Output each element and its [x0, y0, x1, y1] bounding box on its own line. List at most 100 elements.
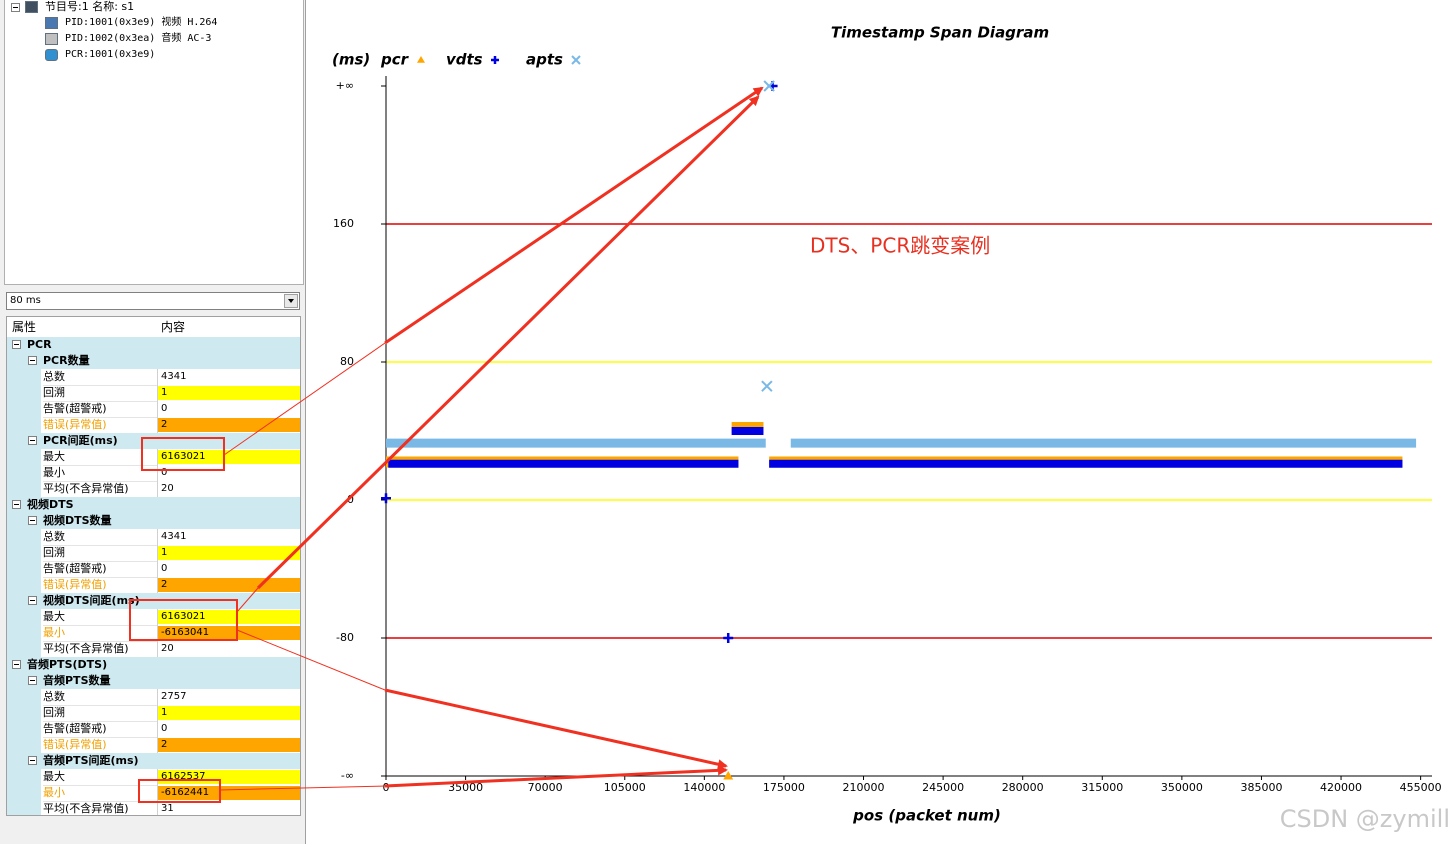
grid-row[interactable]: 总数 4341 [7, 529, 300, 546]
y-tick-label: +∞ [336, 79, 354, 92]
row-value: 0 [158, 722, 300, 736]
tree-toggle[interactable] [11, 3, 20, 12]
grid-row[interactable]: 最小 -6162441 [7, 785, 300, 802]
row-indent [7, 721, 41, 737]
row-value: 0 [158, 402, 300, 416]
group-toggle[interactable] [28, 756, 37, 765]
grid-row[interactable]: 最小 -6163041 [7, 625, 300, 642]
grid-row[interactable]: PCR [7, 337, 300, 353]
grid-row[interactable]: 回溯 1 [7, 705, 300, 722]
interval-dropdown[interactable]: 80 ms [6, 292, 300, 310]
row-label: 最大 [43, 769, 157, 786]
row-indent [7, 561, 41, 577]
grid-row[interactable]: 回溯 1 [7, 385, 300, 402]
row-value: 0 [158, 562, 300, 576]
grid-row[interactable]: 错误(异常值) 2 [7, 737, 300, 754]
group-label: 音频PTS(DTS) [27, 658, 108, 671]
group-toggle[interactable] [28, 516, 37, 525]
row-divider [157, 785, 158, 801]
row-indent [7, 481, 41, 497]
y-tick-label: 80 [340, 355, 354, 368]
tree-icon [45, 33, 58, 45]
tree-item[interactable]: PID:1001(0x3e9) 视频 H.264 [65, 17, 218, 28]
group-toggle[interactable] [28, 676, 37, 685]
row-indent [7, 705, 41, 721]
x-tick-label: 315000 [1081, 781, 1123, 794]
grid-row[interactable]: 告警(超警戒) 0 [7, 401, 300, 418]
grid-row[interactable]: 最大 6163021 [7, 609, 300, 626]
grid-row[interactable]: 音频PTS(DTS) [7, 657, 300, 673]
grid-row[interactable]: 平均(不含异常值) 31 [7, 801, 300, 815]
property-grid: 属性 内容 PCR PCR数量 总数 4341 回溯 1 告警(超警戒) 0 错误(异常值) 2 P… [6, 316, 301, 816]
grid-row[interactable]: 音频PTS数量 [7, 673, 300, 689]
group-toggle[interactable] [12, 340, 21, 349]
grid-row[interactable]: 告警(超警戒) 0 [7, 721, 300, 738]
grid-row[interactable]: 总数 2757 [7, 689, 300, 706]
group-label: 音频PTS数量 [43, 674, 111, 687]
group-label: 视频DTS间距(ms) [43, 594, 140, 607]
tree-item[interactable]: PCR:1001(0x3e9) [65, 49, 156, 60]
row-indent [7, 545, 41, 561]
grid-row[interactable]: 平均(不含异常值) 20 [7, 481, 300, 498]
row-value: 20 [158, 642, 300, 656]
tree-item[interactable]: PID:1002(0x3ea) 音频 AC-3 [65, 33, 212, 44]
grid-row[interactable]: 总数 4341 [7, 369, 300, 386]
row-divider [157, 737, 158, 753]
grid-row[interactable]: PCR数量 [7, 353, 300, 369]
row-divider [157, 449, 158, 465]
row-label: 回溯 [43, 385, 157, 402]
row-value: 2 [158, 738, 300, 752]
row-indent [7, 769, 41, 785]
row-value: -6162441 [158, 786, 300, 800]
row-divider [157, 689, 158, 705]
grid-row[interactable]: 视频DTS数量 [7, 513, 300, 529]
group-toggle[interactable] [12, 660, 21, 669]
grid-row[interactable]: 视频DTS [7, 497, 300, 513]
group-toggle[interactable] [28, 356, 37, 365]
legend-label: pcr [380, 51, 410, 69]
grid-row[interactable]: 告警(超警戒) 0 [7, 561, 300, 578]
group-label: PCR数量 [43, 354, 90, 367]
tree-item[interactable]: 节目号:1 名称: s1 [45, 0, 135, 13]
row-indent [7, 577, 41, 593]
group-label: 视频DTS [27, 498, 74, 511]
row-indent [7, 417, 41, 433]
chart-title: Timestamp Span Diagram [831, 24, 1049, 42]
row-label: 告警(超警戒) [43, 561, 157, 578]
row-value: 6163021 [158, 450, 300, 464]
dropdown-button[interactable] [284, 294, 298, 308]
row-value: 2757 [158, 690, 300, 704]
row-label: 总数 [43, 369, 157, 386]
group-toggle[interactable] [28, 596, 37, 605]
row-indent [7, 689, 41, 705]
row-value: 20 [158, 482, 300, 496]
row-value: 4341 [158, 370, 300, 384]
row-divider [157, 529, 158, 545]
row-divider [157, 385, 158, 401]
grid-row[interactable]: 回溯 1 [7, 545, 300, 562]
grid-row[interactable]: PCR间距(ms) [7, 433, 300, 449]
grid-row[interactable]: 最大 6163021 [7, 449, 300, 466]
row-indent [7, 449, 41, 465]
group-toggle[interactable] [12, 500, 21, 509]
row-value: 6163021 [158, 610, 300, 624]
row-divider [157, 641, 158, 657]
y-tick-label: -80 [336, 631, 354, 644]
arrow-line [223, 342, 386, 456]
x-tick-label: 175000 [763, 781, 805, 794]
group-toggle[interactable] [28, 436, 37, 445]
row-divider [157, 481, 158, 497]
y-tick-label: 160 [333, 217, 354, 230]
row-divider [157, 369, 158, 385]
group-label: 音频PTS间距(ms) [43, 754, 139, 767]
row-label: 最小 [43, 785, 157, 802]
arrow-line [236, 587, 259, 613]
row-indent [7, 737, 41, 753]
group-label: PCR [27, 338, 52, 351]
legend-marker [417, 56, 425, 63]
grid-row[interactable]: 音频PTS间距(ms) [7, 753, 300, 769]
y-axis-label: (ms) [332, 51, 370, 69]
tree-view: 节目号:1 名称: s1 PID:1001(0x3e9) 视频 H.264 PI… [4, 0, 304, 285]
y-tick-label: -∞ [341, 769, 354, 782]
